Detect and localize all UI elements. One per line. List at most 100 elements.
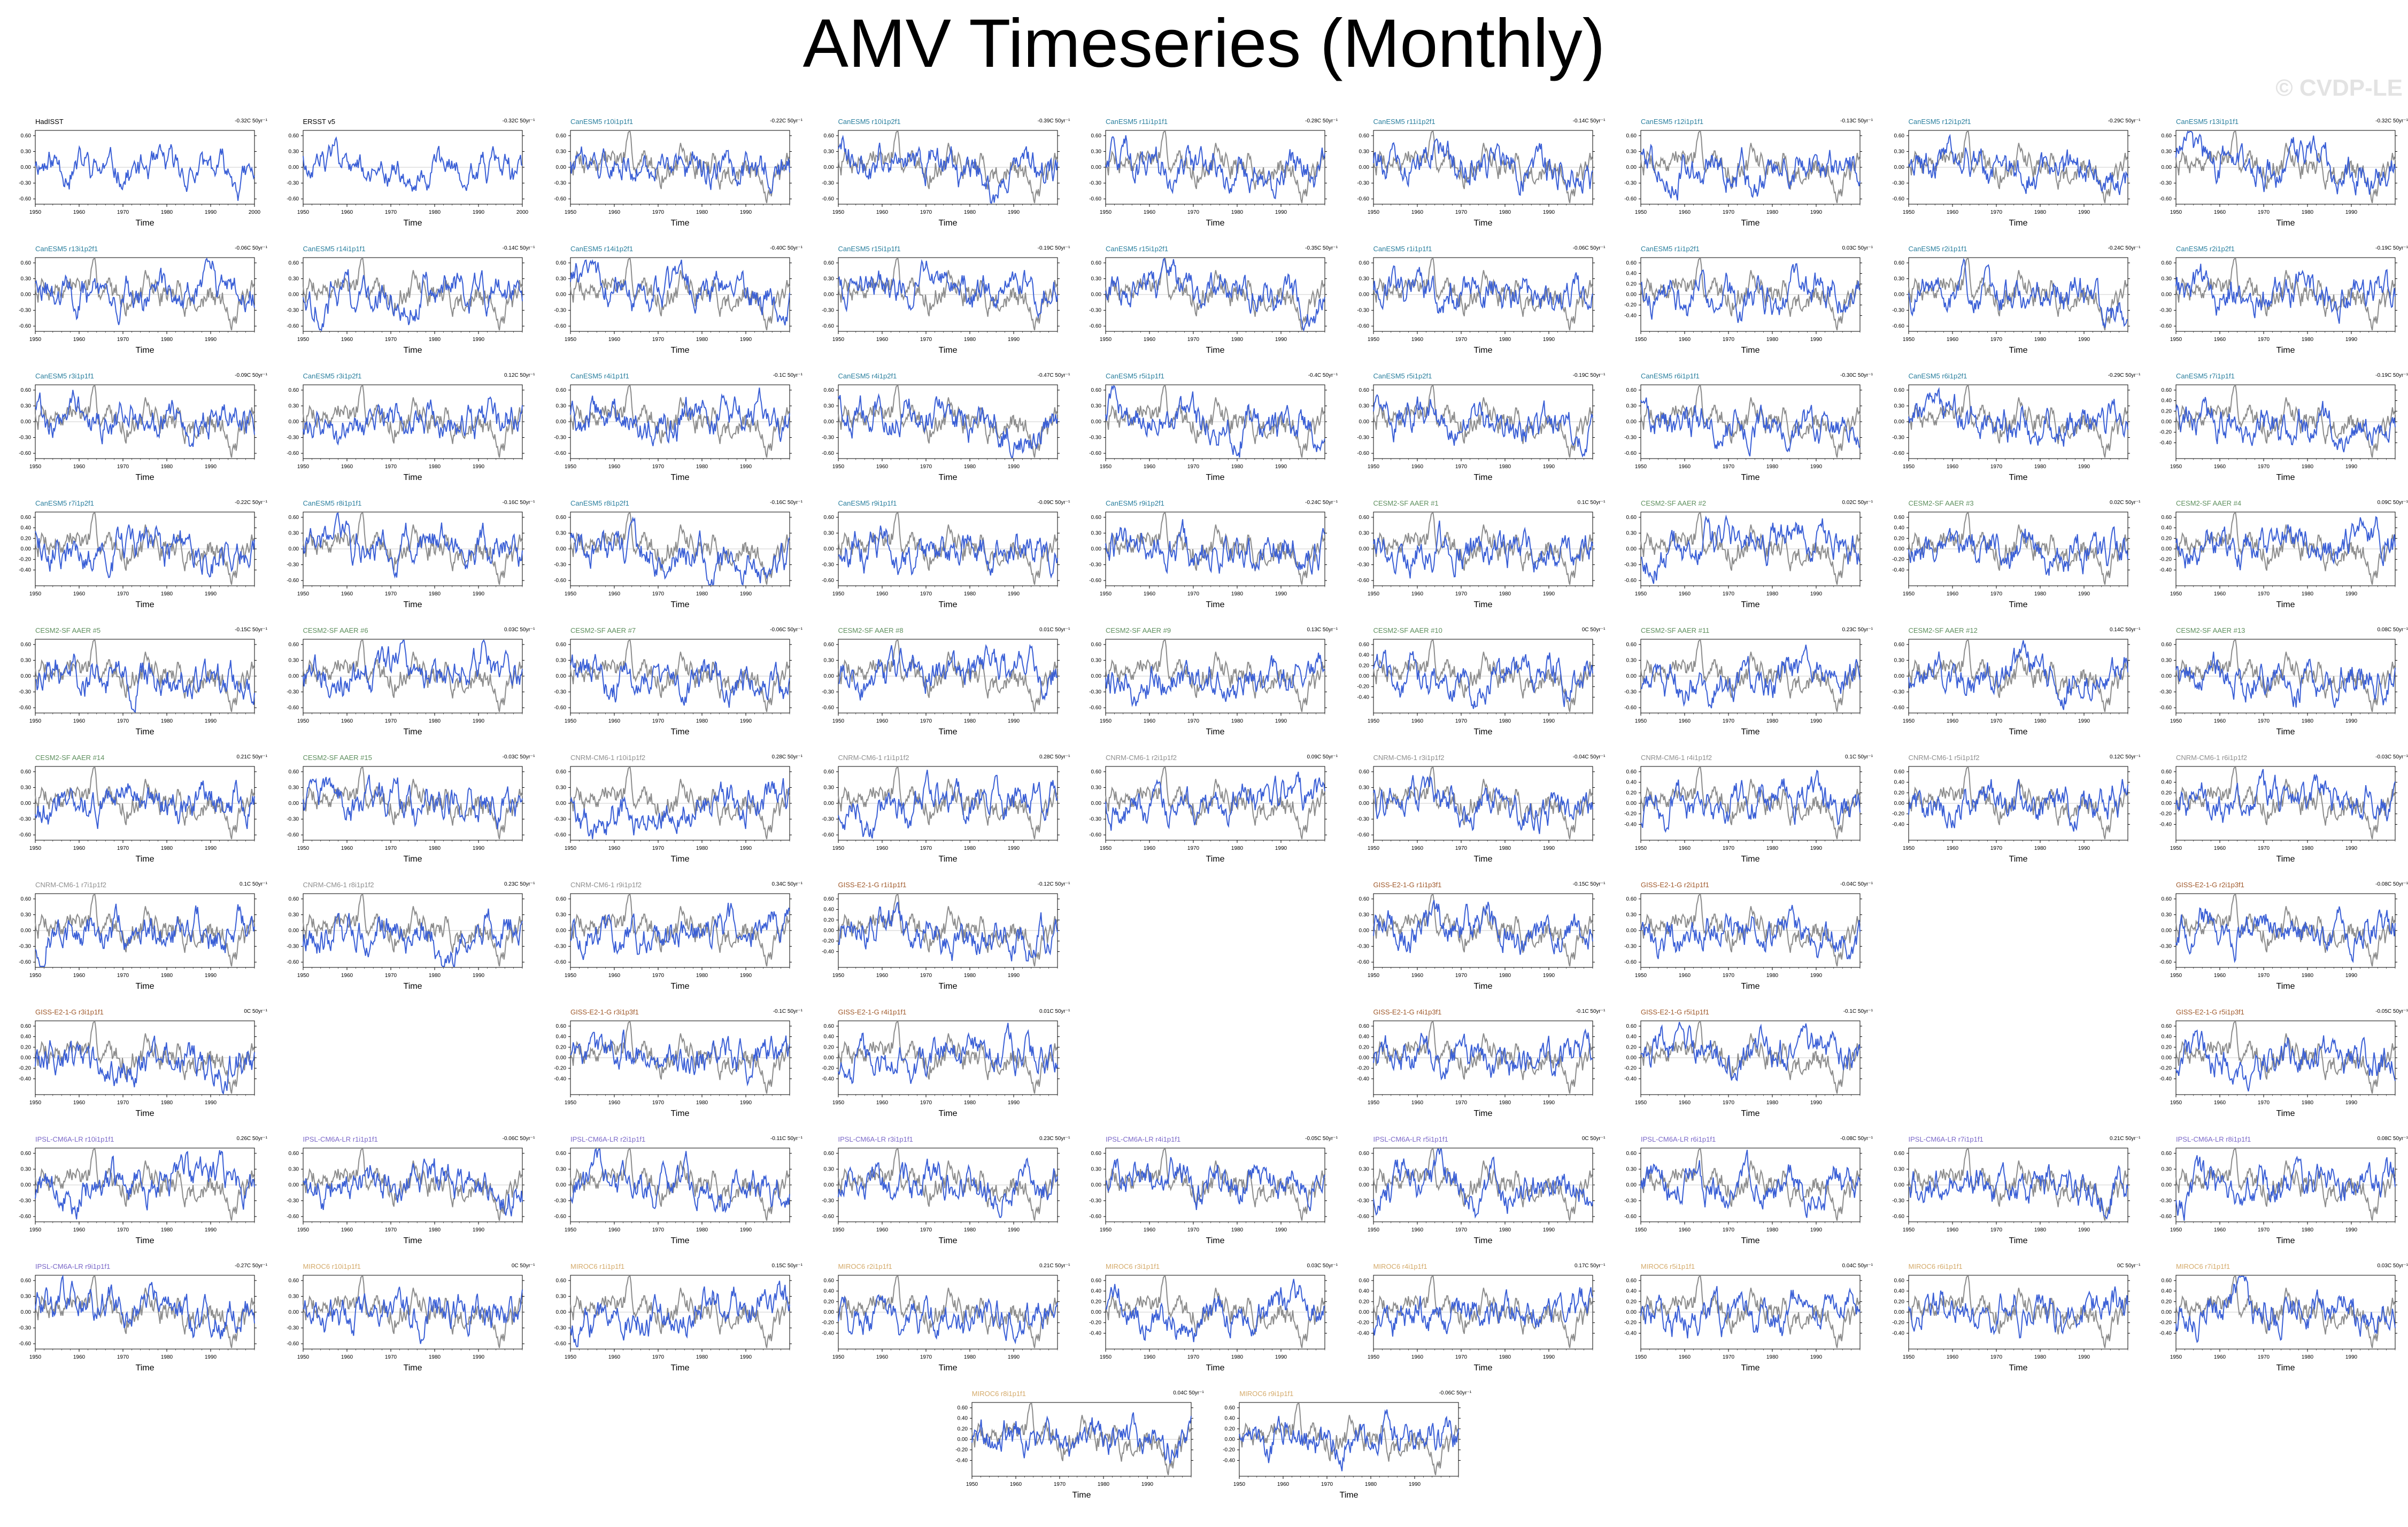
panel-title: CESM2-SF AAER #5: [35, 626, 101, 634]
model-series-line: [837, 1022, 1058, 1084]
y-tick-label: 0.60: [1359, 1151, 1369, 1157]
x-tick-label: 1990: [1810, 718, 1823, 724]
x-tick-label: 1980: [1499, 337, 1511, 343]
panel-title: CanESM5 r4i1p1f1: [570, 372, 629, 380]
panel-title: CanESM5 r2i1p1f1: [1908, 245, 1967, 253]
y-tick-label: 0.40: [1894, 780, 1904, 786]
amv-panel: CanESM5 r3i1p2f1 0.12C 50yr⁻¹ 0.60 0.30 0.00…: [272, 368, 539, 495]
model-series-line: [1372, 265, 1593, 314]
panel-title: MIROC6 r2i1p1f1: [838, 1262, 892, 1270]
y-tick-label: -0.60: [1357, 832, 1369, 838]
panel-trend: -0.15C 50yr⁻¹: [1572, 881, 1606, 887]
obs-series-line: [837, 1149, 1058, 1221]
x-tick-label: 1950: [2170, 591, 2182, 597]
y-tick-label: 0.60: [556, 387, 567, 393]
y-tick-label: 0.00: [288, 801, 299, 807]
x-tick-label: 1970: [652, 1227, 665, 1233]
y-tick-label: -0.40: [1624, 1076, 1637, 1082]
amv-panel: IPSL-CM6A-LR r1i1p1f1 -0.06C 50yr⁻¹ 0.60 0.…: [272, 1131, 539, 1258]
x-tick-label: 1980: [161, 1227, 173, 1233]
y-tick-label: 0.60: [21, 515, 32, 521]
y-tick-label: -0.60: [554, 196, 566, 202]
y-tick-label: 0.60: [823, 642, 834, 648]
obs-series-line: [1105, 258, 1325, 331]
y-tick-label: -0.60: [1089, 705, 1101, 711]
x-tick-label: 1980: [161, 846, 173, 851]
amv-panel: CanESM5 r7i1p2f1 -0.22C 50yr⁻¹ 0.60 0.40 0.2…: [4, 495, 272, 622]
x-tick-label: 1990: [1007, 1100, 1020, 1106]
x-tick-label: 1960: [2214, 718, 2226, 724]
panel-plot: 0.60 0.30 0.00 -0.30 -0.60 1950 1960 1970 1980 19…: [1624, 639, 1862, 737]
y-tick-label: -0.20: [1624, 811, 1637, 817]
x-tick-label: 1990: [2345, 1100, 2358, 1106]
model-series-line: [1908, 779, 2128, 832]
panel-plot: 0.60 0.30 0.00 -0.30 -0.60 1950 1960 1970 1980 19…: [1089, 511, 1327, 609]
x-axis-label: Time: [2276, 1109, 2295, 1118]
x-tick-label: 1960: [1411, 464, 1423, 470]
panel-plot: 0.60 0.30 0.00 -0.30 -0.60 1950 1960 1970 1980 19…: [1892, 639, 2130, 737]
x-tick-label: 1950: [1367, 1354, 1379, 1360]
y-tick-label: 0.00: [2162, 673, 2172, 679]
y-tick-label: -0.60: [1624, 705, 1637, 711]
panel-trend: 0.09C 50yr⁻¹: [2377, 500, 2408, 506]
x-tick-label: 1950: [29, 1227, 42, 1233]
y-tick-label: 0.00: [21, 1055, 32, 1061]
x-tick-label: 1980: [696, 464, 708, 470]
x-tick-label: 1950: [832, 210, 844, 215]
y-tick-label: 0.30: [1091, 276, 1102, 282]
panel-plot: 0.60 0.30 0.00 -0.30 -0.60 1950 1960 1970 1980 19…: [554, 766, 792, 864]
y-tick-label: 0.00: [556, 928, 567, 934]
panel-trend: 0.15C 50yr⁻¹: [771, 1263, 802, 1269]
obs-series-line: [1105, 640, 1325, 712]
x-tick-label: 1960: [1946, 210, 1958, 215]
y-tick-label: 0.00: [1091, 801, 1102, 807]
x-tick-label: 1980: [2302, 1227, 2314, 1233]
y-tick-label: 0.00: [2162, 1182, 2172, 1188]
x-tick-label: 1980: [696, 1354, 708, 1360]
panel-title: CanESM5 r7i1p2f1: [35, 499, 94, 507]
amv-panel: CanESM5 r13i1p2f1 -0.06C 50yr⁻¹ 0.60 0.30 0.…: [4, 241, 272, 368]
panel-title: CESM2-SF AAER #13: [2176, 626, 2245, 634]
y-tick-label: -0.30: [822, 181, 834, 187]
x-tick-label: 1950: [297, 210, 309, 215]
model-series-line: [302, 908, 523, 967]
y-tick-label: 0.40: [1626, 780, 1637, 786]
model-series-line: [302, 269, 523, 332]
y-tick-label: 0.00: [288, 546, 299, 552]
x-tick-label: 1950: [297, 718, 309, 724]
obs-series-line: [837, 385, 1058, 458]
model-series-line: [2175, 263, 2396, 324]
y-tick-label: 0.20: [2162, 536, 2172, 541]
x-tick-label: 1990: [1810, 846, 1823, 851]
y-tick-label: -0.30: [19, 944, 31, 950]
y-tick-label: 0.60: [556, 896, 567, 902]
panel-trend: 0C 50yr⁻¹: [244, 1009, 267, 1014]
y-tick-label: 0.00: [823, 801, 834, 807]
panel-trend: -0.09C 50yr⁻¹: [235, 373, 267, 378]
y-tick-label: -0.30: [822, 435, 834, 441]
obs-series-line: [35, 258, 255, 331]
y-tick-label: -0.30: [2159, 944, 2172, 950]
model-series-line: [2175, 769, 2396, 823]
x-axis-label: Time: [1741, 1236, 1760, 1245]
y-tick-label: -0.40: [1357, 694, 1369, 700]
x-tick-label: 1970: [1455, 973, 1467, 979]
y-tick-label: 0.20: [2162, 790, 2172, 796]
panel-plot: 0.60 0.30 0.00 -0.30 -0.60 1950 1960 1970 1980 19…: [822, 511, 1060, 609]
y-tick-label: 0.30: [823, 276, 834, 282]
x-axis-label: Time: [1741, 473, 1760, 482]
x-tick-label: 1960: [1144, 718, 1156, 724]
y-tick-label: 0.40: [1894, 525, 1904, 531]
y-tick-label: 0.30: [288, 785, 299, 790]
x-tick-label: 1960: [73, 718, 86, 724]
x-tick-label: 1970: [1990, 337, 2002, 343]
x-tick-label: 1950: [1100, 1227, 1112, 1233]
y-tick-label: 0.00: [1359, 1309, 1369, 1315]
obs-series-line: [1372, 131, 1593, 204]
panel-plot: 0.60 0.30 0.00 -0.30 -0.60 1950 1960 1970 1980 19…: [2159, 130, 2397, 228]
model-series-line: [1372, 1149, 1593, 1219]
y-tick-label: -0.60: [822, 451, 834, 456]
y-tick-label: 0.60: [288, 1278, 299, 1284]
y-tick-label: -0.60: [1089, 323, 1101, 329]
y-tick-label: 0.60: [556, 642, 567, 648]
